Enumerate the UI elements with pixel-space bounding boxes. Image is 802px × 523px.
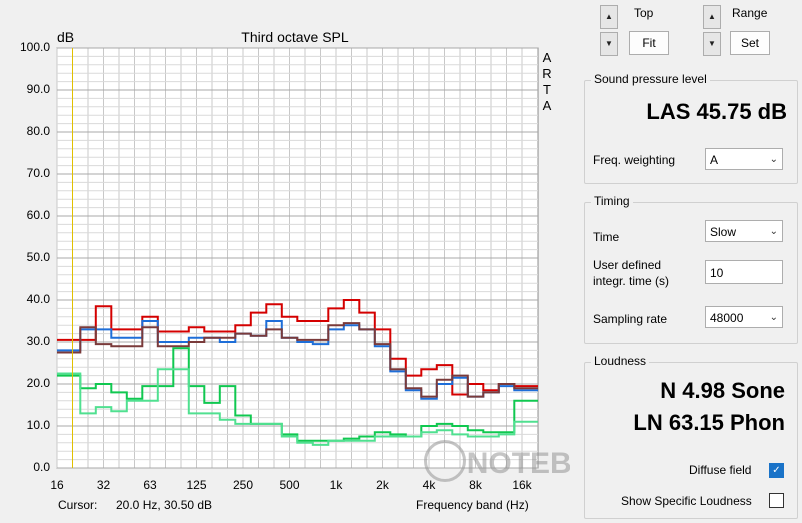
series-line [57,320,538,400]
specific-loudness-label: Show Specific Loudness [621,494,752,508]
loudness-phon: LN 63.15 Phon [633,410,785,435]
x-tick-label: 250 [232,478,254,492]
y-tick-label: 50.0 [26,250,50,264]
y-tick-label: 40.0 [26,292,50,306]
cursor-label: Cursor: [58,498,98,512]
spl-group-title: Sound pressure level [591,72,710,86]
y-tick-label: 10.0 [26,418,50,432]
x-tick-label: 16 [50,478,64,492]
integ-label-line2: integr. time (s) [593,274,670,288]
diffuse-field-checkbox[interactable]: ✓ [769,463,784,478]
cursor-value: 20.0 Hz, 30.50 dB [116,498,213,512]
x-tick-label: 1k [329,478,343,492]
x-tick-label: 63 [143,478,157,492]
timing-group-title: Timing [591,194,633,208]
series-line [57,368,538,446]
diffuse-field-label: Diffuse field [689,463,752,477]
top-up-button[interactable]: ▲ [600,5,618,29]
top-down-button[interactable]: ▼ [600,32,618,56]
time-select[interactable]: Slow ⌄ [705,220,783,242]
y-tick-label: 60.0 [26,208,50,222]
plot-title: Third octave SPL [241,29,349,45]
sampling-rate-label: Sampling rate [593,312,668,326]
loudness-group: Loudness N 4.98 Sone LN 63.15 Phon Diffu… [584,354,798,519]
chevron-down-icon: ⌄ [769,226,778,237]
y-axis-unit: dB [57,29,75,45]
specific-loudness-checkbox[interactable] [769,493,784,508]
chevron-down-icon: ⌄ [769,312,778,323]
y-tick-label: 0.0 [33,460,50,474]
watermark-check-icon [424,440,466,482]
y-tick-label: 90.0 [26,82,50,96]
series-line [57,322,538,398]
fit-button[interactable]: Fit [629,31,669,55]
x-tick-label: 16k [512,478,532,492]
y-tick-label: 100.0 [19,40,50,54]
x-tick-label: 8k [469,478,482,492]
x-tick-label: 125 [186,478,207,492]
y-tick-label: 20.0 [26,376,50,390]
series-line [57,347,538,442]
top-label: Top [634,6,654,20]
integ-time-input[interactable]: 10 [705,260,783,284]
chevron-down-icon: ⌄ [769,154,778,165]
integ-label-line1: User defined [593,258,662,272]
timing-group: Timing Time Slow ⌄ User defined integr. t… [584,194,798,344]
x-tick-label: 500 [279,478,300,492]
series-line [57,299,538,396]
spl-value: LAS 45.75 dB [646,99,787,124]
range-label: Range [732,6,768,20]
spl-chart[interactable] [0,0,570,523]
y-tick-label: 70.0 [26,166,50,180]
sampling-rate-select[interactable]: 48000 ⌄ [705,306,783,328]
x-axis-label: Frequency band (Hz) [416,498,529,512]
time-label: Time [593,230,620,244]
x-tick-label: 4k [422,478,436,492]
x-tick-label: 32 [96,478,111,492]
set-button[interactable]: Set [730,31,770,55]
x-tick-label: 2k [376,478,389,492]
loudness-sone: N 4.98 Sone [660,378,785,403]
loudness-group-title: Loudness [591,354,650,368]
freq-weighting-select[interactable]: A ⌄ [705,148,783,170]
y-tick-label: 80.0 [26,124,50,138]
range-up-button[interactable]: ▲ [703,5,721,29]
spl-group: Sound pressure level LAS 45.75 dB Freq. … [584,72,798,184]
freq-weighting-label: Freq. weighting [593,153,676,167]
range-down-button[interactable]: ▼ [703,32,721,56]
y-tick-label: 30.0 [26,334,50,348]
control-panel: ▲ ▼ Top Fit ▲ ▼ Range Set Sound pressure… [570,0,802,523]
